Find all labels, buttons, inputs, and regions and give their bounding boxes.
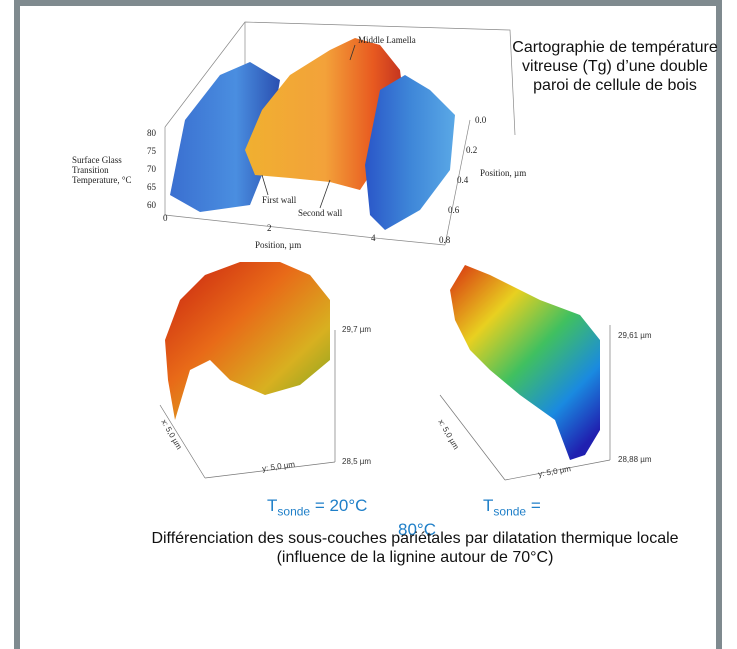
tick-label: 4	[371, 233, 376, 243]
tick-label: 0	[163, 213, 168, 223]
leader-lines	[261, 44, 356, 209]
text: T	[267, 496, 278, 515]
label: Second wall	[298, 208, 343, 218]
probe-left: Tsonde = 20°C	[267, 496, 367, 518]
text: T	[483, 496, 494, 515]
afm-right-surface	[450, 265, 600, 460]
z-max: 29,61 µm	[618, 331, 652, 340]
surface-blue-left	[170, 62, 280, 212]
tick-label: 0.8	[439, 235, 451, 245]
tick-label: 70	[147, 164, 156, 174]
z-min: 28,5 µm	[342, 457, 372, 466]
z-axis-title: Surface Glass Transition Temperature, °C	[72, 155, 131, 185]
probe-right: Tsonde =	[483, 496, 541, 518]
label: First wall	[262, 195, 297, 205]
tick-label: 65	[147, 182, 156, 192]
tick-label: 0.2	[466, 145, 478, 155]
text: sonde	[493, 504, 527, 519]
caption-top: Cartographie de température vitreuse (Tg…	[512, 39, 718, 94]
probe-right-value: 80°C	[398, 520, 436, 539]
z-max: 29,7 µm	[342, 325, 372, 334]
y-axis-title: Position, µm	[480, 168, 527, 178]
text: sonde	[277, 504, 311, 519]
tick-label: 0.6	[448, 205, 460, 215]
text: Transition	[72, 165, 109, 175]
tick-label: 0.0	[475, 115, 487, 125]
tick-label: 75	[147, 146, 156, 156]
z-min: 28,88 µm	[618, 455, 652, 464]
afm-left-axes	[159, 330, 336, 479]
label: Middle Lamella	[358, 35, 416, 45]
x-axis-title: Position, µm	[255, 240, 302, 250]
text: =	[530, 496, 541, 515]
tick-label: 60	[147, 200, 156, 210]
tick-label: 0.4	[457, 175, 469, 185]
afm-left-surface	[165, 262, 330, 420]
text: Temperature, °C	[72, 175, 132, 185]
tick-label: 80	[147, 128, 156, 138]
text: Surface Glass	[72, 155, 122, 165]
surface-middle	[245, 38, 405, 190]
text: = 20°C	[314, 496, 368, 515]
caption-bottom: Différenciation des sous-couches pariéta…	[151, 530, 679, 566]
tick-label: 2	[267, 223, 272, 233]
surface-blue-right	[365, 75, 455, 230]
afm-right-axes	[439, 325, 611, 481]
